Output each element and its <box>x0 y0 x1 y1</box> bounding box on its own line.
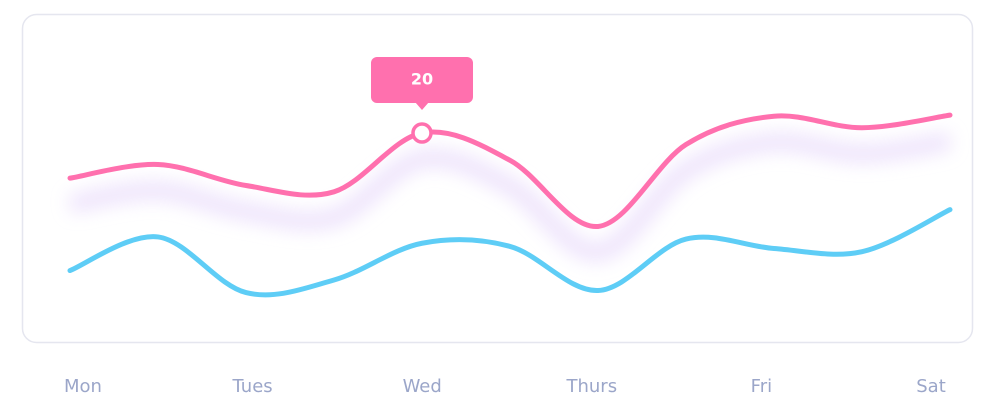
line-glow <box>68 132 952 262</box>
x-tick-label: Tues <box>232 376 273 397</box>
series-line <box>67 207 953 298</box>
x-tick-label: Fri <box>751 376 772 397</box>
tooltip-pointer <box>415 102 429 110</box>
point-marker <box>411 122 433 144</box>
x-tick-label: Mon <box>64 376 102 397</box>
x-tick-label: Wed <box>403 376 442 397</box>
plot-area: 20 <box>67 57 953 298</box>
tooltip-value: 20 <box>411 70 433 89</box>
x-tick-label: Thurs <box>566 376 618 397</box>
tooltip-box <box>371 57 473 103</box>
series-line <box>67 112 953 229</box>
x-tick-label: Sat <box>916 376 946 397</box>
